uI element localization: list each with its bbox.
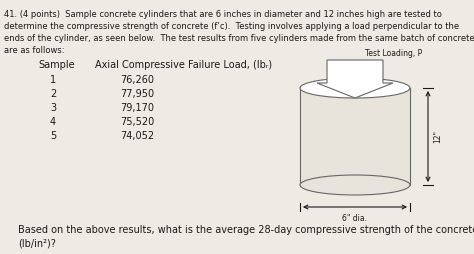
Text: 41. (4 points)  Sample concrete cylinders that are 6 inches in diameter and 12 i: 41. (4 points) Sample concrete cylinders… bbox=[4, 10, 442, 19]
Text: are as follows:: are as follows: bbox=[4, 46, 64, 55]
Text: 4: 4 bbox=[50, 117, 56, 127]
Text: 12": 12" bbox=[433, 130, 442, 143]
Text: Axial Compressive Failure Load, (lbᵣ): Axial Compressive Failure Load, (lbᵣ) bbox=[95, 60, 272, 70]
Text: 5: 5 bbox=[50, 131, 56, 141]
Polygon shape bbox=[317, 60, 393, 98]
Text: Based on the above results, what is the average 28-day compressive strength of t: Based on the above results, what is the … bbox=[18, 225, 474, 235]
Text: Test Loading, P: Test Loading, P bbox=[365, 49, 422, 58]
Text: (lb/in²)?: (lb/in²)? bbox=[18, 238, 56, 248]
Text: 1: 1 bbox=[50, 75, 56, 85]
Text: ends of the cylinder, as seen below.  The test results from five cylinders made : ends of the cylinder, as seen below. The… bbox=[4, 34, 474, 43]
Text: 79,170: 79,170 bbox=[120, 103, 154, 113]
Ellipse shape bbox=[300, 78, 410, 98]
Text: 74,052: 74,052 bbox=[120, 131, 154, 141]
Text: 2: 2 bbox=[50, 89, 56, 99]
Text: 76,260: 76,260 bbox=[120, 75, 154, 85]
Text: determine the compressive strength of concrete (f’c).  Testing involves applying: determine the compressive strength of co… bbox=[4, 22, 459, 31]
Ellipse shape bbox=[300, 175, 410, 195]
Text: Sample: Sample bbox=[38, 60, 74, 70]
Text: 3: 3 bbox=[50, 103, 56, 113]
Text: 6" dia.: 6" dia. bbox=[343, 214, 367, 223]
Polygon shape bbox=[300, 88, 410, 185]
Text: 77,950: 77,950 bbox=[120, 89, 154, 99]
Text: 75,520: 75,520 bbox=[120, 117, 154, 127]
